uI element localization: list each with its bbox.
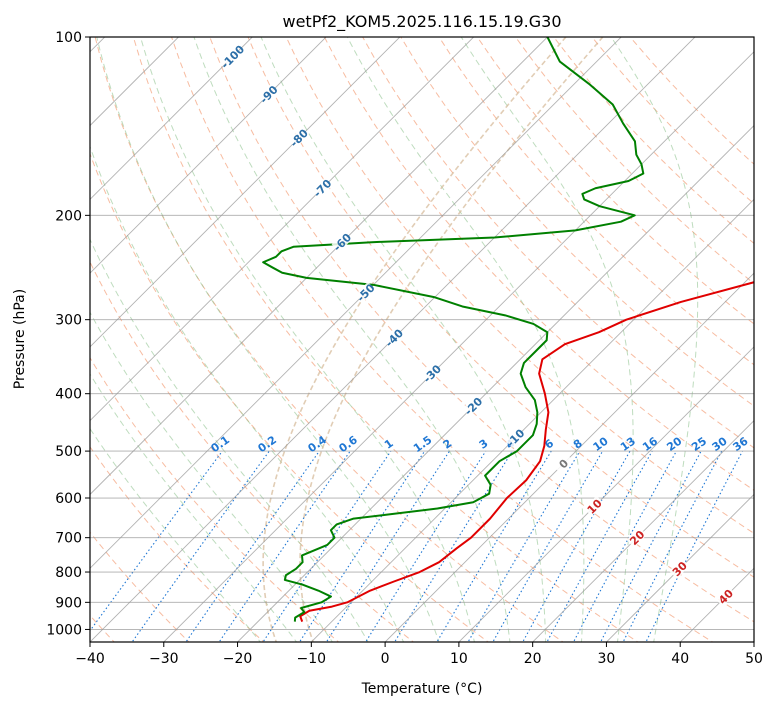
x-tick-label: 10	[450, 651, 468, 667]
temperature-profile-line	[299, 281, 754, 622]
isotherm-line	[163, 51, 754, 642]
isotherm-label-bg	[421, 362, 442, 384]
x-tick-label: −40	[75, 651, 105, 667]
mixing-ratio-line	[90, 450, 223, 632]
isotherm-label-bg	[331, 231, 353, 253]
profile-lines	[262, 37, 754, 622]
plot-frame	[89, 36, 755, 643]
mixing-ratio-line	[185, 450, 320, 642]
isotherm-label-bg	[221, 46, 243, 67]
isotherm-line	[90, 37, 253, 200]
dry-adiabat-line	[400, 37, 754, 407]
isotherm-line	[236, 124, 754, 642]
mixing-ratio-line	[365, 450, 487, 642]
mixing-ratio-line	[622, 450, 723, 642]
isotherm-label-bg	[383, 327, 404, 348]
mixing-ratio-line	[600, 450, 702, 642]
y-tick-label: 100	[55, 30, 82, 46]
y-tick-label: 200	[55, 208, 82, 224]
isotherm-line	[90, 37, 622, 569]
y-tick-label: 400	[55, 387, 82, 403]
mixing-ratio-line	[572, 450, 677, 642]
x-tick-label: 30	[598, 651, 616, 667]
isotherm-line	[310, 198, 754, 642]
dry-adiabat-line	[323, 37, 754, 491]
isotherm-line	[458, 346, 754, 642]
y-tick-label: 500	[55, 444, 82, 460]
mixing-ratio-line	[218, 450, 351, 642]
chart-title: wetPf2_KOM5.2025.116.15.19.G30	[282, 12, 561, 32]
isotherm-label-bg	[258, 83, 279, 105]
x-axis-label: Temperature (°C)	[361, 681, 483, 697]
isotherm-line	[384, 272, 754, 642]
mixing-ratio-line	[467, 450, 581, 642]
dry-adiabat-line	[476, 37, 754, 325]
dry-adiabat-line	[247, 37, 754, 578]
dry-adiabat-line	[90, 152, 490, 642]
plot-area: 0.10.20.40.611.52346810131620253036-100-…	[89, 36, 755, 643]
y-axis-label: Pressure (hPa)	[12, 289, 28, 389]
isotherm-label-bg	[715, 585, 736, 607]
x-tick-label: −30	[149, 651, 179, 667]
isotherm-line	[90, 37, 401, 348]
isotherm-line	[90, 37, 475, 422]
y-tick-label: 800	[55, 565, 82, 581]
plot-background	[90, 37, 754, 642]
dry-adiabat-line	[90, 260, 415, 642]
isotherm-line	[605, 493, 754, 642]
x-tick-label: 50	[745, 651, 763, 667]
y-tick-label: 700	[55, 531, 82, 547]
dry-adiabat-line	[285, 37, 754, 534]
y-tick-label: 900	[55, 595, 82, 611]
y-tick-label: 1000	[46, 622, 82, 638]
y-tick-label: 600	[55, 491, 82, 507]
mixing-ratio-line	[262, 450, 392, 642]
mixing-ratio-line	[325, 450, 450, 642]
x-tick-label: −20	[223, 651, 253, 667]
isotherm-label-bg	[504, 427, 526, 448]
isotherm-line	[90, 37, 327, 274]
dewpoint-profile-line	[262, 37, 645, 622]
mixing-ratio-line	[393, 450, 513, 642]
isotherm-label-bg	[462, 395, 484, 417]
axes: −40 −30 −20 −10 0 10 20 30 40 50 100 200 300 400 500 60…	[46, 30, 763, 667]
background-lines	[90, 37, 754, 642]
moist-adiabat-line	[90, 238, 369, 642]
isotherm-label-bg	[583, 495, 605, 517]
mixing-ratio-line	[298, 450, 426, 642]
y-tick-label: 300	[55, 313, 82, 329]
isotherm-label-bg	[668, 558, 690, 579]
isotherm-line	[90, 37, 549, 496]
isotherm-label-bg	[311, 177, 333, 199]
dry-adiabat-line	[362, 37, 754, 449]
x-tick-label: −10	[297, 651, 327, 667]
mixing-ratio-line	[131, 450, 270, 642]
isotherm-label-bg	[626, 527, 647, 548]
x-tick-label: 0	[381, 651, 390, 667]
moist-adiabat-line	[90, 145, 405, 642]
isotherm-label-bg	[552, 453, 574, 474]
x-tick-label: 40	[671, 651, 689, 667]
x-tick-label: 20	[524, 651, 542, 667]
isotherm-label-bg	[355, 281, 376, 303]
dry-adiabat-line	[438, 37, 754, 366]
isotherm-label-bg	[288, 127, 309, 148]
